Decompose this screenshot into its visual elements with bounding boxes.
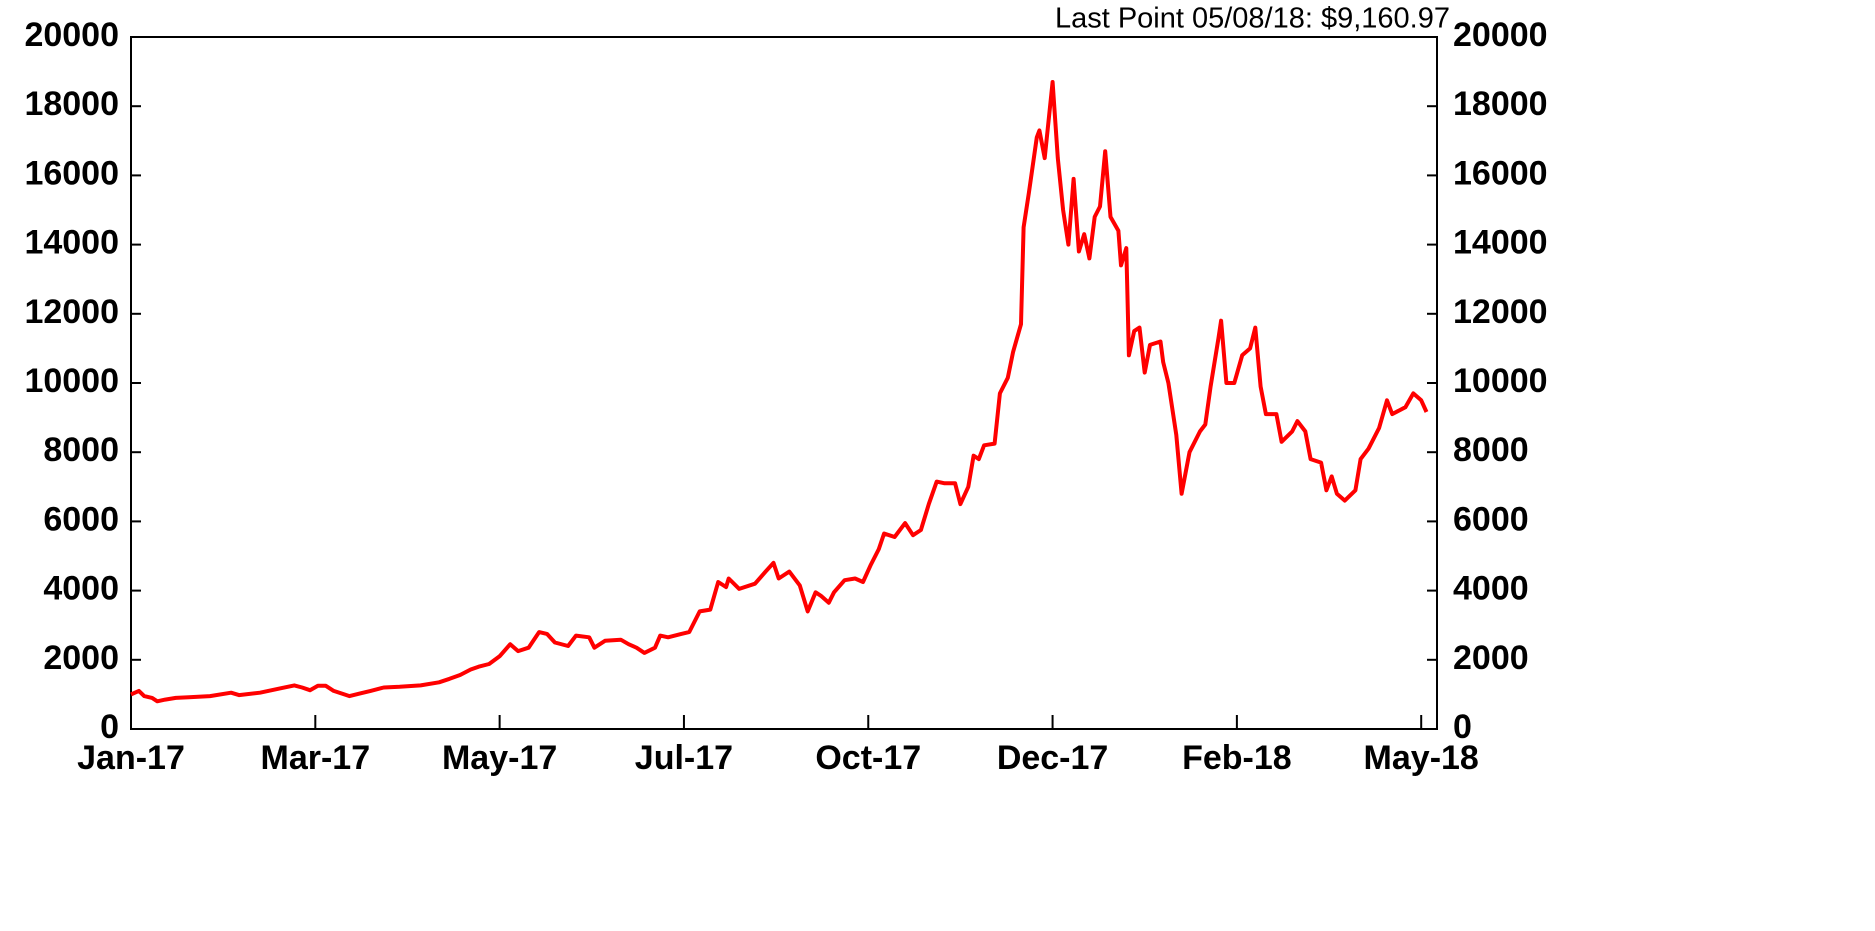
y2-tick-label: 16000 [1453, 154, 1548, 192]
last-point-note: Last Point 05/08/18: $9,160.97 [1055, 3, 1450, 35]
y-tick-label: 18000 [24, 85, 119, 123]
x-tick-label: Jul-17 [635, 739, 733, 777]
y2-tick-label: 4000 [1453, 570, 1529, 608]
x-tick-label: May-17 [442, 739, 557, 777]
x-tick-label: Jan-17 [77, 739, 185, 777]
x-tick-label: Dec-17 [997, 739, 1109, 777]
y-tick-label: 14000 [24, 224, 119, 262]
y2-tick-label: 20000 [1453, 16, 1548, 54]
y-tick-label: 6000 [43, 500, 119, 538]
y2-tick-label: 6000 [1453, 500, 1529, 538]
y2-tick-label: 12000 [1453, 293, 1548, 331]
y2-tick-label: 14000 [1453, 224, 1548, 262]
x-tick-label: Oct-17 [815, 739, 921, 777]
plot-frame [130, 36, 1438, 730]
x-tick-label: Mar-17 [261, 739, 371, 777]
y2-tick-label: 10000 [1453, 362, 1548, 400]
y-tick-label: 2000 [43, 639, 119, 677]
y-tick-label: 8000 [43, 431, 119, 469]
price-line [130, 80, 1429, 704]
y-tick-label: 20000 [24, 16, 119, 54]
y-tick-label: 16000 [24, 154, 119, 192]
x-tick-label: Feb-18 [1182, 739, 1292, 777]
y-tick-label: 4000 [43, 570, 119, 608]
y2-tick-label: 0 [1453, 708, 1472, 746]
y2-tick-label: 8000 [1453, 431, 1529, 469]
y2-tick-label: 2000 [1453, 639, 1529, 677]
x-tick-label: May-18 [1364, 739, 1479, 777]
y-tick-label: 0 [100, 708, 119, 746]
y-tick-label: 10000 [24, 362, 119, 400]
y2-tick-label: 18000 [1453, 85, 1548, 123]
y-tick-label: 12000 [24, 293, 119, 331]
